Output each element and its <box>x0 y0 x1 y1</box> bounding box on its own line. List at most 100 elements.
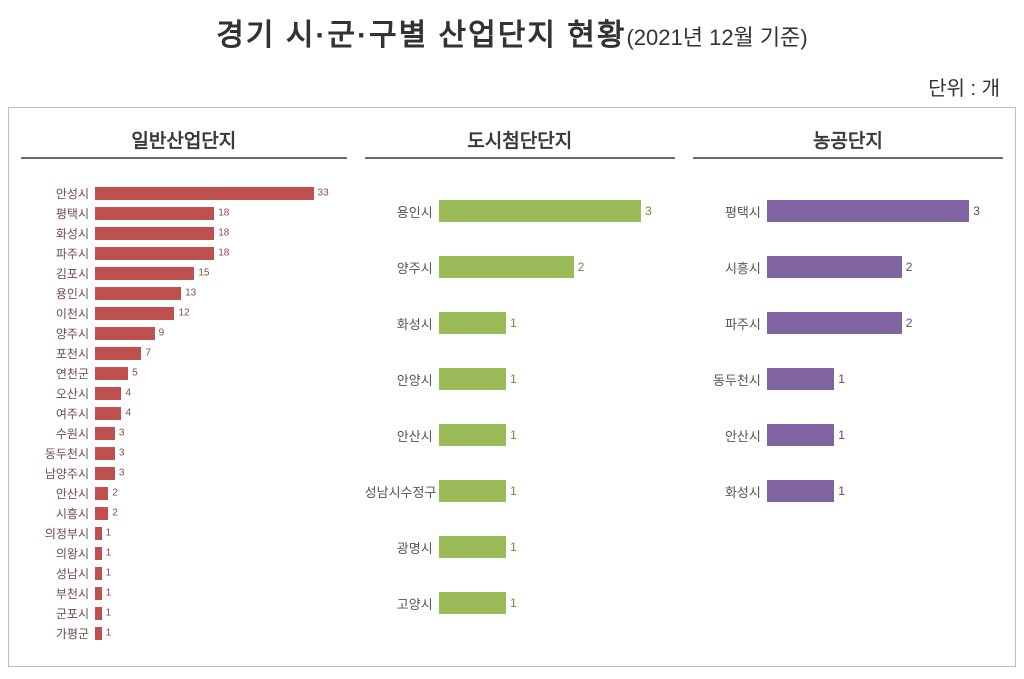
bar-track: 12 <box>95 303 347 323</box>
bar-value-label: 1 <box>106 608 112 619</box>
bar-track: 3 <box>767 183 1003 239</box>
bar-row: 파주시2 <box>693 295 1003 351</box>
bar-row: 동두천시 3 <box>21 443 347 463</box>
bar-value-label: 4 <box>125 388 131 399</box>
bar-category-label: 부천시 <box>21 585 95 602</box>
bar-row: 안산시 2 <box>21 483 347 503</box>
bar-fill <box>95 187 314 200</box>
bar-category-label: 파주시 <box>21 245 95 262</box>
bar-value-label: 2 <box>112 508 118 519</box>
bar-category-label: 평택시 <box>21 205 95 222</box>
bar-fill <box>95 407 121 420</box>
bar-fill <box>95 487 108 500</box>
bar-category-label: 이천시 <box>21 305 95 322</box>
bar-value-label: 33 <box>318 188 329 199</box>
bar-fill <box>95 607 102 620</box>
bar-category-label: 안산시 <box>21 485 95 502</box>
bar-fill <box>95 287 181 300</box>
bar-track: 1 <box>95 603 347 623</box>
bar-row: 파주시 18 <box>21 243 347 263</box>
bar-track: 1 <box>767 407 1003 463</box>
bar-value-label: 1 <box>106 548 112 559</box>
bar-fill <box>767 368 834 390</box>
bar-row: 남양주시 3 <box>21 463 347 483</box>
bar-value-label: 3 <box>119 448 125 459</box>
bar-fill <box>95 507 108 520</box>
bar-fill <box>767 200 969 222</box>
bar-track: 2 <box>767 295 1003 351</box>
bar-track: 1 <box>95 543 347 563</box>
bar-category-label: 의정부시 <box>21 525 95 542</box>
bar-value-label: 3 <box>119 468 125 479</box>
bar-value-label: 18 <box>218 248 229 259</box>
bar-row: 안양시1 <box>365 351 675 407</box>
bar-fill <box>95 627 102 640</box>
bar-category-label: 양주시 <box>21 325 95 342</box>
page-title-row: 경기 시·군·구별 산업단지 현황(2021년 12월 기준) <box>0 0 1024 54</box>
bar-track: 4 <box>95 403 347 423</box>
bar-category-label: 동두천시 <box>21 445 95 462</box>
bar-category-label: 시흥시 <box>693 258 767 277</box>
bar-category-label: 군포시 <box>21 605 95 622</box>
bar-category-label: 동두천시 <box>693 370 767 389</box>
bar-fill <box>95 567 102 580</box>
bar-track: 13 <box>95 283 347 303</box>
bar-row: 성남시1 <box>21 563 347 583</box>
bar-category-label: 남양주시 <box>21 465 95 482</box>
bar-category-label: 용인시 <box>21 285 95 302</box>
bar-track: 1 <box>95 563 347 583</box>
bar-track: 1 <box>95 623 347 643</box>
bar-value-label: 18 <box>218 228 229 239</box>
bar-track: 33 <box>95 183 347 203</box>
bar-value-label: 1 <box>838 372 845 386</box>
bar-value-label: 1 <box>510 540 517 554</box>
bar-row: 의정부시1 <box>21 523 347 543</box>
bar-fill <box>439 480 506 502</box>
bar-row: 양주시2 <box>365 239 675 295</box>
bar-value-label: 1 <box>106 628 112 639</box>
bar-track: 1 <box>439 463 675 519</box>
bar-track: 7 <box>95 343 347 363</box>
bar-value-label: 12 <box>178 308 189 319</box>
bar-track: 1 <box>767 463 1003 519</box>
bar-value-label: 3 <box>973 204 980 218</box>
bar-value-label: 3 <box>645 204 652 218</box>
bar-row: 안산시1 <box>693 407 1003 463</box>
bar-fill <box>95 587 102 600</box>
bar-value-label: 2 <box>112 488 118 499</box>
bar-category-label: 안산시 <box>365 426 439 445</box>
bar-track: 9 <box>95 323 347 343</box>
chart-title: 도시첨단단지 <box>365 126 675 159</box>
chart-column-2: 농공단지평택시3시흥시2파주시2동두천시1안산시1화성시1 <box>693 126 1003 638</box>
bar-value-label: 1 <box>838 484 845 498</box>
bar-fill <box>95 327 155 340</box>
bar-category-label: 광명시 <box>365 538 439 557</box>
bar-category-label: 오산시 <box>21 385 95 402</box>
bar-category-label: 여주시 <box>21 405 95 422</box>
bar-fill <box>95 347 141 360</box>
bar-track: 4 <box>95 383 347 403</box>
bar-category-label: 시흥시 <box>21 505 95 522</box>
bar-value-label: 4 <box>125 408 131 419</box>
unit-label: 단위 : 개 <box>0 54 1024 107</box>
bar-row: 김포시15 <box>21 263 347 283</box>
bar-fill <box>95 267 194 280</box>
bar-fill <box>95 207 214 220</box>
bar-track: 1 <box>95 523 347 543</box>
bar-fill <box>439 536 506 558</box>
bar-value-label: 1 <box>106 588 112 599</box>
bar-fill <box>95 247 214 260</box>
bar-fill <box>439 200 641 222</box>
chart-column-0: 일반산업단지안성시33평택시18화성시18파주시18김포시15용인시13이천시1… <box>21 126 347 638</box>
bar-track: 2 <box>439 239 675 295</box>
bar-value-label: 3 <box>119 428 125 439</box>
chart-title: 일반산업단지 <box>21 126 347 159</box>
bar-category-label: 파주시 <box>693 314 767 333</box>
bar-value-label: 18 <box>218 208 229 219</box>
bar-row: 안성시33 <box>21 183 347 203</box>
bar-track: 1 <box>439 575 675 631</box>
bar-value-label: 9 <box>159 328 165 339</box>
bar-fill <box>439 312 506 334</box>
bar-row: 이천시 12 <box>21 303 347 323</box>
page-title-sub: (2021년 12월 기준) <box>626 25 807 50</box>
